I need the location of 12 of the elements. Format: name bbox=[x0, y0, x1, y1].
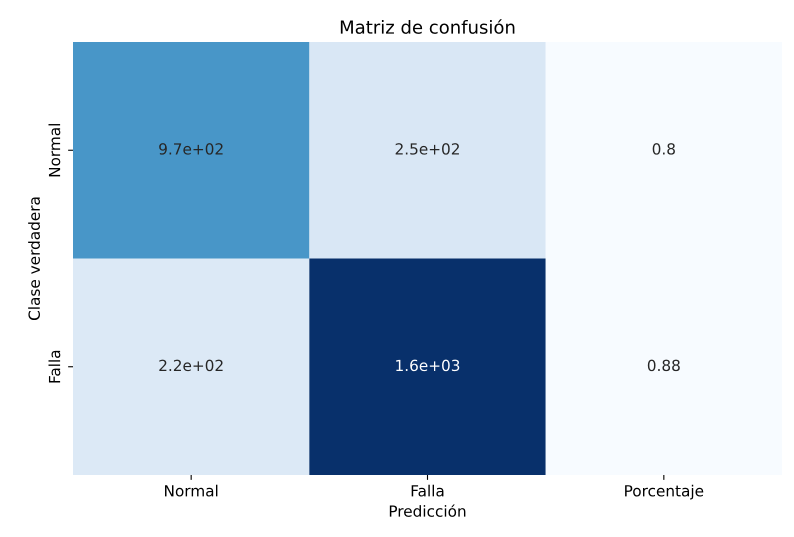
data-label: 0.8 bbox=[652, 143, 675, 155]
data-label: 2.5e+02 bbox=[396, 143, 459, 155]
data-label: 0.88 bbox=[648, 360, 680, 372]
x-tick-label: Porcentaje bbox=[625, 484, 704, 500]
y-axis-title: Clase verdadera bbox=[28, 198, 40, 320]
data-label: 2.2e+02 bbox=[159, 360, 223, 372]
data-label: 9.7e+02 bbox=[159, 143, 223, 155]
x-tick-label: Falla bbox=[412, 484, 444, 497]
data-label: 1.6e+03 bbox=[396, 360, 460, 372]
chart-title: Matriz de confusión bbox=[340, 19, 514, 34]
x-axis-title: Predicción bbox=[390, 504, 466, 517]
x-tick-label: Normal bbox=[165, 484, 218, 497]
